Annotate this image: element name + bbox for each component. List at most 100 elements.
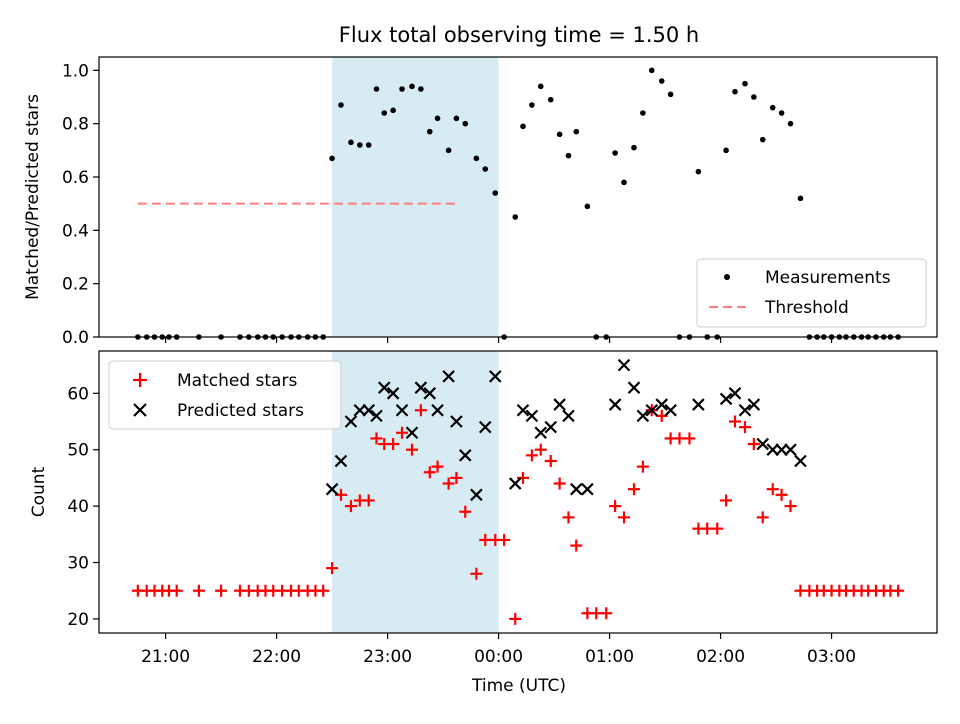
bottom-y-tick-label: 40 [67,497,89,517]
predicted-star-point [488,370,502,383]
matched-star-point [570,539,583,552]
measurement-point [520,123,526,130]
matched-star-point [562,511,575,524]
predicted-star-point [756,437,770,451]
measurement-point [612,150,618,156]
matched-star-point [544,454,557,467]
matched-star-point [459,505,472,518]
measurement-point [529,102,535,108]
legend-measurements-label: Measurements [765,268,891,288]
matched-star-point [431,460,444,473]
top-y-tick-label: 0.8 [62,115,89,135]
measurement-point [742,80,748,87]
top-y-tick-label: 0.2 [62,275,89,295]
predicted-star-point [794,454,807,468]
predicted-star-point [450,415,463,428]
measurement-point [445,147,452,154]
measurement-point [787,120,794,127]
bottom-x-tick-label: 03:00 [807,647,856,667]
measurement-point [348,139,354,146]
top-x-axis-ticks [164,337,833,343]
predicted-star-point [581,482,594,496]
matched-star-point [747,438,760,451]
legend-matched-label: Matched stars [177,371,297,391]
predicted-star-point [525,409,539,423]
measurement-point [418,86,424,92]
legend-matched-marker [133,373,147,387]
measurement-point [631,144,637,151]
top-plot-frame [98,56,938,338]
predicted-star-point [395,403,409,417]
legend-measurements-marker [724,274,730,280]
measurement-point [648,67,655,74]
top-y-tick-label: 1.0 [62,61,89,81]
measurement-point [462,120,469,127]
bottom-y-tick-label: 30 [67,554,89,574]
measurement-point [565,152,572,159]
predicted-star-point [664,403,677,417]
measurement-point [759,136,766,143]
predicted-star-point [325,482,339,496]
predicted-star-point [377,381,391,394]
matched-star-point [498,533,511,546]
observing-window-shade-bottom [332,351,499,633]
matched-star-point [406,443,419,456]
bottom-x-tick-label: 00:00 [474,647,523,667]
matched-star-point [609,500,622,513]
measurement-point [381,110,388,116]
matched-star-point [442,477,455,490]
measurement-point [584,203,591,210]
predicted-star-point [423,387,437,400]
predicted-star-point [442,370,455,383]
matched-star-point [317,584,330,597]
matched-star-point [775,488,788,501]
matched-star-point [738,421,751,434]
bottom-x-tick-label: 22:00 [252,647,301,667]
predicted-star-point [334,454,348,468]
matched-star-point [170,584,183,597]
measurement-point [373,86,380,92]
bottom-plot-frame [98,350,938,634]
bottom-y-axis-label: Count [29,466,49,517]
matched-star-point [362,494,375,507]
top-y-tick-label: 0.6 [62,168,89,188]
predicted-star-point [544,420,558,434]
measurement-point [390,107,396,114]
matched-stars-points [131,404,905,625]
measurement-point [338,102,344,108]
predicted-star-point [414,381,428,394]
predicted-star-point [562,409,575,423]
top-y-tick-label: 0.4 [62,221,89,241]
measurement-point [778,110,785,116]
matched-star-point [525,449,538,462]
matched-star-point [509,612,522,625]
matched-star-point [344,500,357,513]
measurement-point [512,214,519,220]
top-y-axis-ticks: 0.0 0.2 0.4 0.6 0.8 1.0 [62,61,99,348]
matched-star-point [516,471,529,484]
top-legend: Measurements Threshold [696,258,927,328]
predicted-star-point [719,392,733,406]
matched-star-point [192,584,205,597]
predicted-star-point [608,398,622,411]
bottom-y-tick-label: 60 [67,384,89,404]
bottom-legend-box [108,360,342,430]
observing-window-shade [332,57,499,337]
matched-star-point [617,511,630,524]
measurement-point [453,115,460,122]
measurement-point [732,88,738,95]
measurement-point [769,104,776,111]
matched-star-point [766,483,779,496]
top-y-axis-label: Matched/Predicted stars [23,94,43,300]
measurement-point [537,83,544,90]
predicted-star-point [627,381,641,394]
predicted-star-point [655,398,669,411]
x-axis-label: Time (UTC) [471,676,566,696]
measurement-point [434,115,441,122]
predicted-star-point [553,398,566,411]
matched-star-point [728,415,741,428]
predicted-star-point [431,403,444,417]
measurement-point [667,91,674,98]
predicted-star-point [747,398,761,411]
